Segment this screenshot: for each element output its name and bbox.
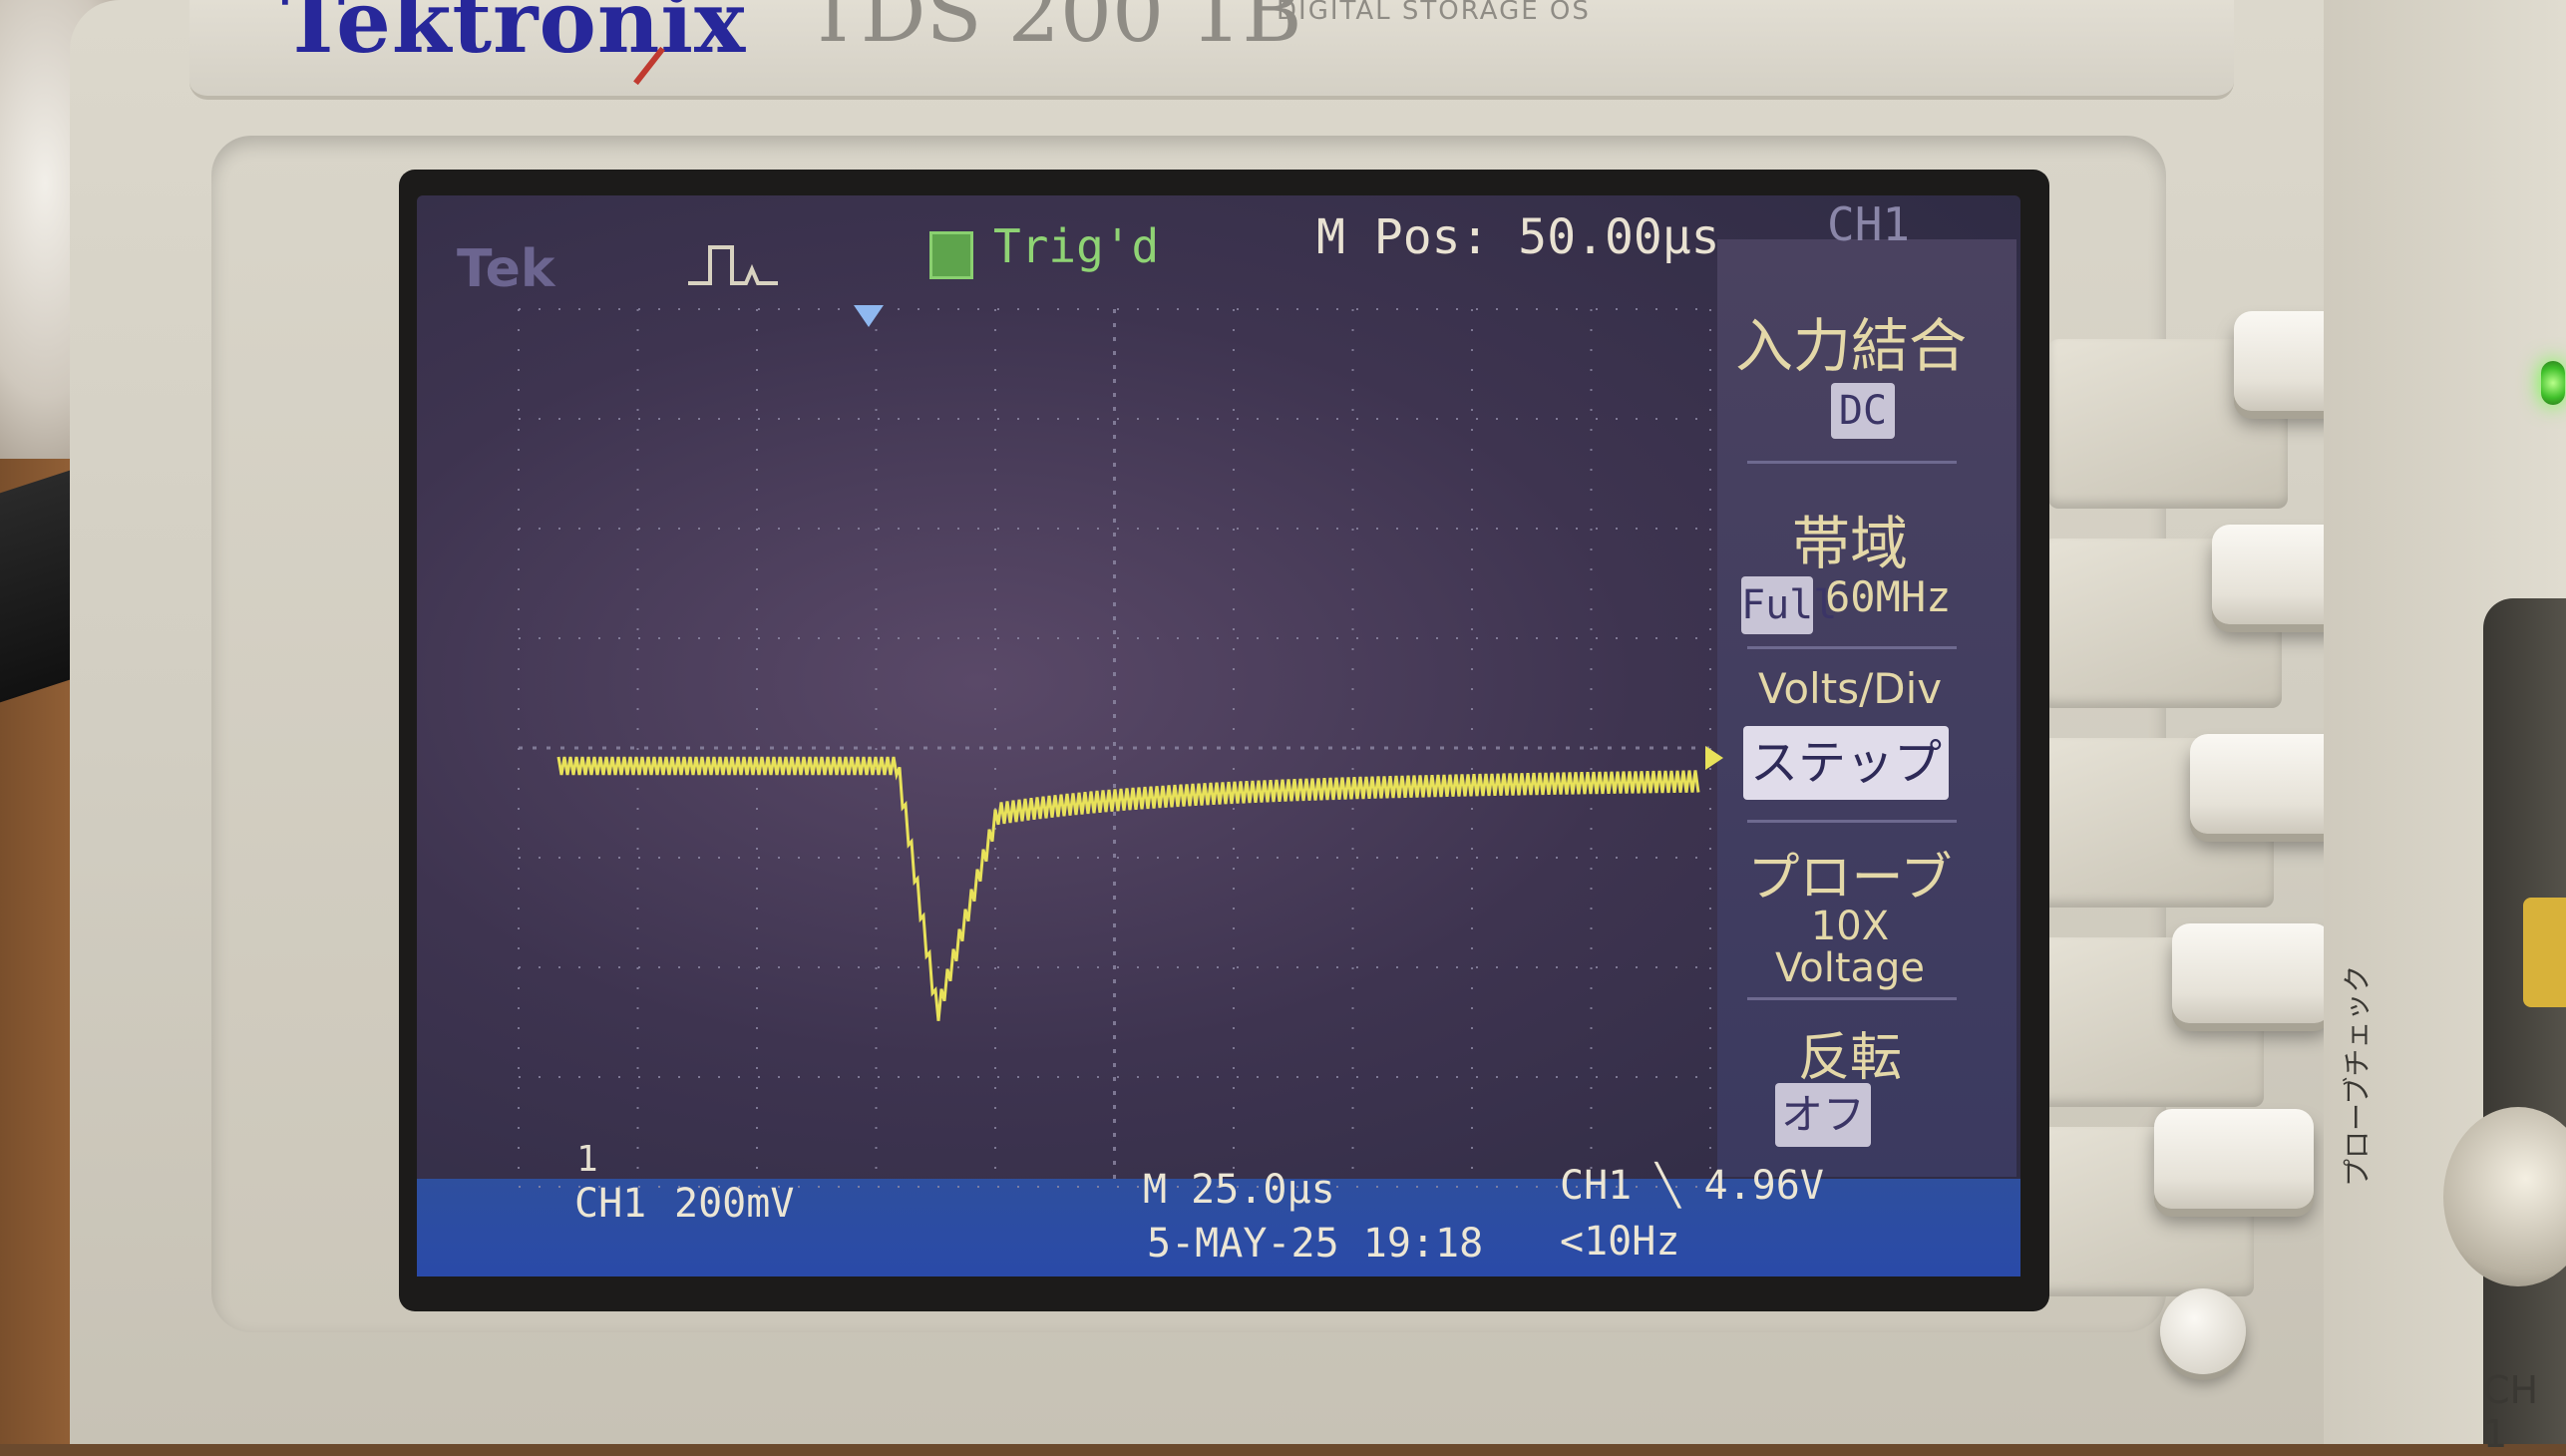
connector-panel <box>2483 598 2566 1444</box>
trigger-level-marker <box>1705 746 1723 770</box>
coupling-label: 入力結合 <box>1735 312 1968 380</box>
ch1-input-label: CH 1 <box>2483 1368 2539 1456</box>
menu-divider <box>1747 646 1957 649</box>
probe-check-label: プローブチェック <box>2341 964 2374 1187</box>
option-button-5[interactable] <box>2154 1109 2314 1209</box>
ch1-color-tab <box>2523 898 2566 1007</box>
status-trigger: CH1 ╲ 4.96V <box>1560 1163 1824 1209</box>
invert-value[interactable]: オフ <box>1775 1083 1871 1147</box>
probe-type: Voltage <box>1774 945 1926 991</box>
model-subtitle: DIGITAL STORAGE OS <box>1277 0 1591 26</box>
status-datetime: 5-MAY-25 19:18 <box>1147 1221 1484 1267</box>
tek-logo: Tek <box>457 239 555 299</box>
status-frequency: <10Hz <box>1560 1219 1680 1265</box>
menu-divider <box>1747 820 1957 823</box>
graticule-grid <box>518 308 1711 1188</box>
probe-label: プローブ <box>1747 849 1953 909</box>
menu-divider <box>1747 997 1957 1000</box>
trigger-position-marker <box>854 305 884 327</box>
model-name: TDS 200 1B <box>806 0 1302 61</box>
trigger-status: Trig'd <box>993 219 1160 273</box>
ch1-trace <box>556 756 1700 1021</box>
trigger-icon <box>929 231 973 279</box>
vertical-knob[interactable] <box>2443 1107 2566 1286</box>
pulse-icon <box>688 245 778 285</box>
volts-div-label: Volts/Div <box>1757 664 1943 713</box>
menu-divider <box>1747 461 1957 464</box>
status-channel: CH1 <box>574 1181 647 1227</box>
status-time-per-div: M 25.0µs <box>1143 1167 1335 1213</box>
waveform-graticule <box>518 305 1723 1188</box>
probe-attenuation[interactable]: 10X <box>1810 904 1890 949</box>
invert-label: 反転 <box>1797 1028 1902 1088</box>
option-button-4[interactable] <box>2172 923 2332 1023</box>
brand-logo: Tektronix <box>281 0 747 73</box>
round-button[interactable] <box>2160 1288 2246 1374</box>
option-button-3[interactable] <box>2190 734 2350 834</box>
horizontal-position: M Pos: 50.00µs <box>1316 209 1720 265</box>
volts-div-value[interactable]: ステップ <box>1743 726 1949 800</box>
power-led <box>2541 361 2565 405</box>
status-volts-per-div: 200mV <box>674 1181 795 1227</box>
bandwidth-value[interactable]: Full <box>1741 576 1837 634</box>
status-bar <box>417 1179 2020 1276</box>
brand-strip <box>189 0 2234 100</box>
menu-channel-title: CH1 <box>1827 197 1911 251</box>
bandwidth-label: 帯域 <box>1791 510 1908 577</box>
channel-ground-marker: 1 <box>576 1139 598 1180</box>
coupling-value[interactable]: DC <box>1831 383 1895 439</box>
bandwidth-alt-option: 60MHz <box>1825 572 1952 621</box>
